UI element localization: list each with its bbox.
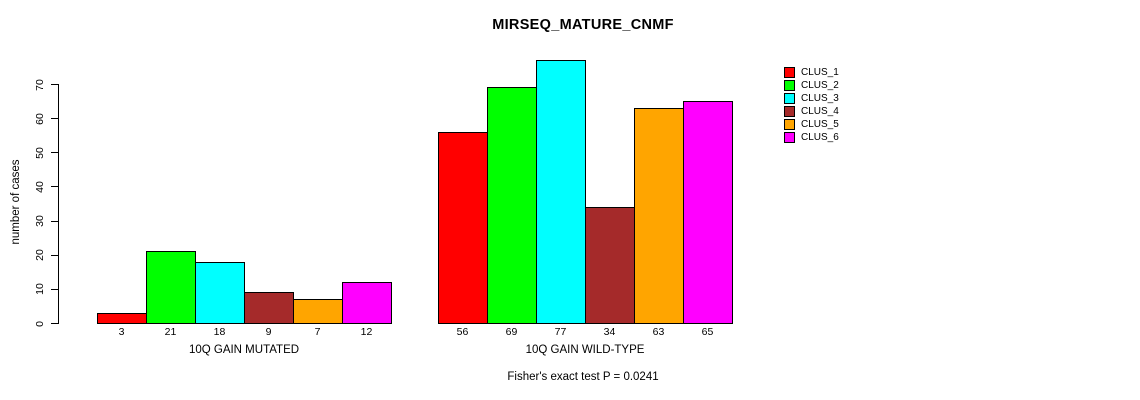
bar-clus_6 [342, 282, 392, 324]
y-tick [51, 288, 58, 290]
y-tick-label: 20 [34, 249, 46, 262]
y-tick-label: 50 [34, 146, 46, 159]
legend-label: CLUS_5 [801, 119, 839, 130]
y-tick [51, 84, 58, 85]
bar-value-label: 7 [314, 326, 321, 338]
y-axis-line [58, 84, 59, 324]
bar-value-label: 12 [360, 326, 373, 338]
bar-value-label: 21 [164, 326, 177, 338]
y-tick-label: 70 [34, 78, 46, 91]
legend-item-clus_2: CLUS_2 [784, 79, 839, 92]
bar-clus_3 [536, 60, 586, 324]
y-tick [51, 186, 58, 188]
x-axis-group-label: 10Q GAIN MUTATED [188, 344, 300, 356]
bar-clus_2 [146, 251, 196, 324]
y-tick-label: 30 [34, 215, 46, 227]
legend-label: CLUS_2 [801, 80, 839, 91]
legend-label: CLUS_1 [801, 67, 839, 78]
bar-value-label: 65 [701, 326, 714, 338]
bar-clus_5 [293, 299, 343, 324]
y-tick [51, 118, 58, 120]
legend-item-clus_5: CLUS_5 [784, 118, 839, 131]
bar-value-label: 34 [603, 326, 616, 338]
legend-label: CLUS_3 [801, 93, 839, 104]
y-tick [51, 254, 58, 256]
bar-clus_3 [195, 261, 245, 324]
y-tick [51, 152, 58, 154]
legend-label: CLUS_4 [801, 106, 839, 117]
y-tick-label: 60 [34, 112, 46, 125]
legend-swatch-icon [784, 80, 795, 91]
bar-value-label: 9 [265, 326, 272, 338]
bar-value-label: 69 [505, 326, 518, 338]
bar-clus_6 [683, 101, 733, 324]
legend-swatch-icon [784, 106, 795, 117]
bar-value-label: 56 [456, 326, 469, 338]
bar-clus_4 [244, 292, 294, 324]
bar-value-label: 3 [118, 326, 125, 338]
bar-clus_5 [634, 107, 684, 324]
y-tick [51, 323, 58, 324]
legend: CLUS_1 CLUS_2 CLUS_3 CLUS_4 CLUS_5 CLUS_6 [784, 66, 839, 144]
legend-swatch-icon [784, 119, 795, 130]
legend-item-clus_4: CLUS_4 [784, 105, 839, 118]
y-tick [51, 220, 58, 222]
x-axis-group-label: 10Q GAIN WILD-TYPE [525, 344, 645, 356]
bar-clus_4 [585, 206, 635, 324]
annotation-fisher-test: Fisher's exact test P = 0.0241 [507, 371, 659, 383]
bar-value-label: 18 [213, 326, 226, 338]
y-tick-label: 10 [34, 283, 46, 296]
bar-value-label: 77 [554, 326, 567, 338]
bar-clus_2 [487, 87, 537, 324]
legend-swatch-icon [784, 67, 795, 78]
legend-swatch-icon [784, 132, 795, 143]
legend-swatch-icon [784, 93, 795, 104]
bar-clus_1 [97, 312, 147, 324]
legend-item-clus_1: CLUS_1 [784, 66, 839, 79]
bar-value-label: 63 [652, 326, 665, 338]
bar-clus_1 [438, 131, 488, 324]
y-axis-title: number of cases [10, 159, 22, 245]
legend-item-clus_3: CLUS_3 [784, 92, 839, 105]
y-tick-label: 40 [34, 181, 46, 193]
legend-label: CLUS_6 [801, 132, 839, 143]
y-tick-label: 0 [34, 320, 46, 327]
chart-title: MIRSEQ_MATURE_CNMF [492, 17, 674, 33]
legend-item-clus_6: CLUS_6 [784, 131, 839, 144]
